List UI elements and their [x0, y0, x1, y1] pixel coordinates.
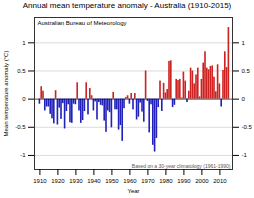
svg-text:1970: 1970: [141, 178, 155, 184]
svg-text:1910: 1910: [33, 178, 47, 184]
svg-text:0: 0: [242, 96, 246, 102]
svg-text:-0.5: -0.5: [15, 124, 26, 130]
svg-text:1920: 1920: [51, 178, 65, 184]
svg-text:2010: 2010: [213, 178, 227, 184]
svg-text:0.5: 0.5: [242, 68, 251, 74]
html-text:Annual mean temperature anomal: Annual mean temperature anomaly - Austra…: [22, 1, 232, 10]
svg-text:-0.5: -0.5: [242, 124, 253, 130]
svg-text:1940: 1940: [87, 178, 101, 184]
svg-text:1: 1: [22, 40, 26, 46]
svg-text:1930: 1930: [69, 178, 83, 184]
svg-text:Year: Year: [127, 188, 139, 194]
svg-text:Australian Bureau of Meteorolo: Australian Bureau of Meteorology: [38, 20, 127, 26]
svg-text:Mean temperature anomaly (°C): Mean temperature anomaly (°C): [3, 51, 9, 137]
svg-text:0.5: 0.5: [17, 68, 26, 74]
svg-text:1990: 1990: [177, 178, 191, 184]
svg-text:0: 0: [22, 96, 26, 102]
svg-text:-1: -1: [20, 152, 26, 158]
svg-text:1980: 1980: [159, 178, 173, 184]
svg-text:1: 1: [242, 40, 246, 46]
svg-text:2000: 2000: [195, 178, 209, 184]
svg-text:-1: -1: [242, 152, 248, 158]
svg-text:1950: 1950: [105, 178, 119, 184]
svg-text:Based on a 30-year climatology: Based on a 30-year climatology (1961-199…: [132, 163, 231, 169]
svg-text:1960: 1960: [123, 178, 137, 184]
